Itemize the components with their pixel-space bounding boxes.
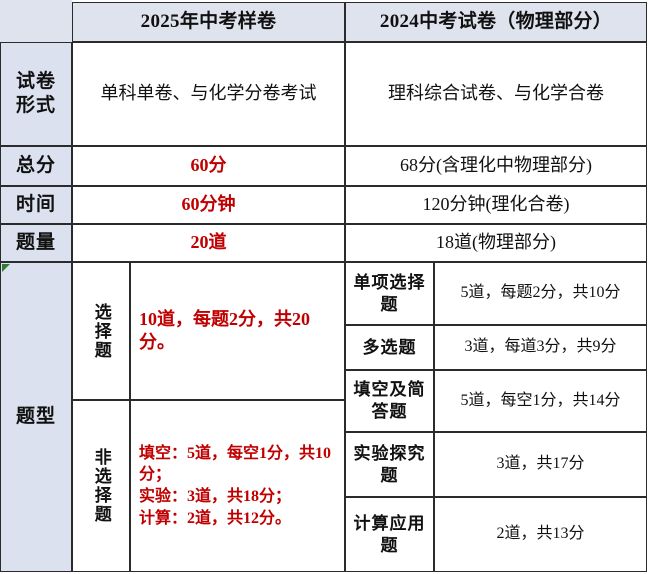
comment-marker-icon	[2, 264, 10, 272]
cell-experiment-detail-2024: 3道，共17分	[434, 432, 647, 497]
row-label-question-type-text: 题型	[15, 405, 56, 427]
column-header-2025-label: 2025年中考样卷	[140, 10, 277, 32]
cell-total-score-2024: 68分(含理化中物理部分)	[345, 146, 647, 186]
subgroup-label-fill-short-answer-2024: 填空及简答题	[345, 370, 434, 432]
cell-paper-format-2025: 单科单卷、与化学分卷考试	[72, 42, 345, 146]
subgroup-label-nonchoice-2025-text: 非选择题	[91, 448, 111, 524]
cell-choice-detail-2025-text: 10道，每题2分，共20分。	[139, 308, 310, 352]
subgroup-label-multi-choice-2024-text: 多选题	[362, 337, 417, 357]
row-label-question-count: 题量	[0, 224, 72, 262]
subgroup-label-calculation-2024-text: 计算应用题	[353, 513, 426, 555]
cell-single-choice-detail-2024-text: 5道，每题2分，共10分	[460, 284, 621, 302]
row-label-duration: 时间	[0, 186, 72, 224]
row-label-question-count-text: 题量	[15, 231, 56, 253]
cell-duration-2025-text: 60分钟	[181, 194, 236, 215]
cell-multi-choice-detail-2024-text: 3道，每道3分，共9分	[464, 338, 617, 356]
subgroup-label-calculation-2024: 计算应用题	[345, 497, 434, 572]
row-label-paper-format-text: 试卷 形式	[15, 70, 56, 116]
cell-multi-choice-detail-2024: 3道，每道3分，共9分	[434, 325, 647, 370]
cell-duration-2024: 120分钟(理化合卷)	[345, 186, 647, 224]
row-label-duration-text: 时间	[15, 193, 56, 215]
cell-question-count-2024: 18道(物理部分)	[345, 224, 647, 262]
cell-paper-format-2024: 理科综合试卷、与化学合卷	[345, 42, 647, 146]
cell-question-count-2025: 20道	[72, 224, 345, 262]
subgroup-label-experiment-2024-text: 实验探究题	[353, 443, 426, 485]
cell-paper-format-2025-text: 单科单卷、与化学分卷考试	[100, 83, 317, 104]
row-label-question-type: 题型	[0, 262, 72, 572]
cell-question-count-2024-text: 18道(物理部分)	[436, 232, 556, 253]
cell-paper-format-2024-text: 理科综合试卷、与化学合卷	[388, 83, 604, 104]
cell-fill-short-answer-detail-2024: 5道，每空1分，共14分	[434, 370, 647, 432]
cell-total-score-2025: 60分	[72, 146, 345, 186]
column-header-2024: 2024中考试卷（物理部分）	[345, 2, 647, 42]
cell-duration-2025: 60分钟	[72, 186, 345, 224]
row-label-paper-format: 试卷 形式	[0, 42, 72, 146]
column-header-2024-label: 2024中考试卷（物理部分）	[379, 10, 613, 32]
cell-single-choice-detail-2024: 5道，每题2分，共10分	[434, 262, 647, 325]
subgroup-label-single-choice-2024-text: 单项选择题	[353, 272, 426, 314]
cell-total-score-2024-text: 68分(含理化中物理部分)	[400, 155, 592, 176]
subgroup-label-experiment-2024: 实验探究题	[345, 432, 434, 497]
subgroup-label-single-choice-2024: 单项选择题	[345, 262, 434, 325]
subgroup-label-choice-2025-text: 选择题	[91, 302, 111, 360]
table-corner-blank	[0, 0, 72, 42]
cell-calculation-detail-2024: 2道，共13分	[434, 497, 647, 572]
row-label-total-score-text: 总分	[15, 154, 56, 176]
cell-duration-2024-text: 120分钟(理化合卷)	[422, 194, 570, 215]
cell-nonchoice-detail-2025-text: 填空：5道，每空1分，共10分； 实验：3道，共18分； 计算：2道，共12分。	[139, 444, 332, 527]
cell-question-count-2025-text: 20道	[190, 232, 227, 253]
column-header-2025: 2025年中考样卷	[72, 2, 345, 42]
cell-calculation-detail-2024-text: 2道，共13分	[496, 525, 585, 543]
cell-choice-detail-2025: 10道，每题2分，共20分。	[130, 262, 345, 400]
row-label-total-score: 总分	[0, 146, 72, 186]
cell-experiment-detail-2024-text: 3道，共17分	[496, 455, 585, 473]
cell-fill-short-answer-detail-2024-text: 5道，每空1分，共14分	[460, 391, 621, 409]
cell-total-score-2025-text: 60分	[190, 155, 227, 176]
subgroup-label-fill-short-answer-2024-text: 填空及简答题	[353, 380, 426, 421]
subgroup-label-multi-choice-2024: 多选题	[345, 325, 434, 370]
cell-nonchoice-detail-2025: 填空：5道，每空1分，共10分； 实验：3道，共18分； 计算：2道，共12分。	[130, 400, 345, 572]
subgroup-label-choice-2025: 选择题	[72, 262, 130, 400]
subgroup-label-nonchoice-2025: 非选择题	[72, 400, 130, 572]
